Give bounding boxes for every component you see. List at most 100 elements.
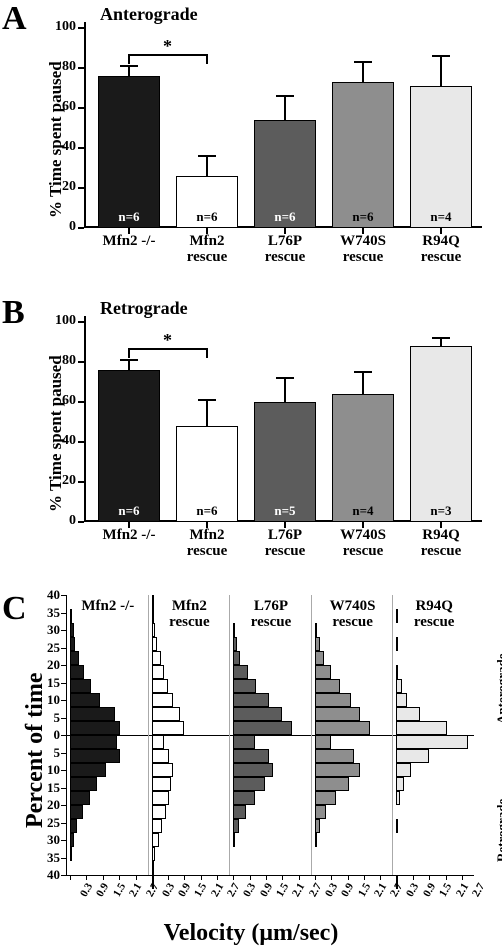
hist-bar-ret	[152, 805, 166, 819]
hist-bar-ret	[70, 763, 106, 777]
hist-bar-ret	[233, 805, 246, 819]
hist-bar-ret	[396, 791, 400, 805]
xlabel-rescue: rescue	[247, 250, 323, 266]
group-separator	[311, 595, 312, 875]
panel-letter-a: A	[2, 0, 27, 38]
c-xtick-label: 0.9	[421, 881, 438, 899]
ytick	[78, 401, 84, 403]
bar	[332, 82, 394, 228]
hist-bar-ret	[152, 819, 163, 833]
xlabel: R94Q	[403, 234, 479, 250]
hist-bar-ant	[70, 623, 74, 637]
c-ytick-label: 40	[32, 587, 60, 603]
panel-a-chart: 020406080100n=6n=6n=6n=6n=4*	[84, 28, 482, 228]
xlabel-rescue: rescue	[169, 250, 245, 266]
c-xtick-label: 1.5	[111, 881, 128, 899]
hist-bar-ret	[152, 847, 156, 861]
errorcap	[120, 65, 138, 67]
hist-bar-ret	[70, 819, 77, 833]
hist-bar-ret	[152, 763, 173, 777]
hist-bar-ant	[396, 693, 407, 707]
c-ytick-label: 40	[32, 867, 60, 883]
xlabel-rescue: rescue	[325, 544, 401, 560]
hist-bar-ant	[315, 651, 324, 665]
right-retrograde: Retrograde	[494, 799, 502, 862]
c-xtick-label: 0.9	[339, 881, 356, 899]
panel-c-chart: 0551010151520202525303035354040Mfn2 -/-0…	[66, 595, 474, 875]
hist-bar-ret	[396, 749, 428, 763]
c-group-label: W740S rescue	[315, 599, 391, 631]
hist-bar-ant	[152, 609, 154, 623]
n-label: n=6	[98, 209, 160, 225]
xlabel-rescue: rescue	[403, 250, 479, 266]
hist-bar-ret	[152, 735, 165, 749]
hist-bar-ret	[315, 763, 360, 777]
hist-bar-ant	[396, 679, 401, 693]
c-xtick-label: 0.9	[258, 881, 275, 899]
hist-bar-ant	[396, 665, 398, 679]
c-xtick-label: 2.7	[307, 881, 324, 899]
errorbar	[362, 372, 364, 394]
errorbar	[440, 338, 442, 346]
bar	[410, 86, 472, 228]
n-label: n=6	[98, 503, 160, 519]
xlabel: Mfn2 -/-	[91, 528, 167, 544]
hist-bar-ant	[233, 651, 240, 665]
xlabel: Mfn2 -/-	[91, 234, 167, 250]
hist-bar-ret	[233, 749, 269, 763]
c-xaxis	[66, 875, 474, 876]
hist-bar-ret	[396, 735, 468, 749]
errorcap	[354, 61, 372, 63]
c-group-label: Mfn2 -/-	[70, 599, 146, 615]
hist-bar-ant	[396, 609, 398, 623]
c-yaxis	[66, 595, 67, 875]
hist-bar-ant	[315, 721, 370, 735]
hist-bar-ant	[315, 679, 340, 693]
panel-a-title: Anterograde	[100, 4, 198, 25]
panel-c-xlabel: Velocity (μm/sec)	[0, 920, 502, 947]
errorcap	[198, 399, 216, 401]
hist-bar-ant	[233, 623, 235, 637]
errorbar	[206, 156, 208, 176]
bar	[98, 370, 160, 522]
errorcap	[276, 95, 294, 97]
hist-bar-ret	[70, 805, 83, 819]
hist-bar-ant	[152, 595, 154, 609]
sig-star: *	[163, 330, 172, 351]
hist-bar-ret	[70, 833, 74, 847]
hist-bar-ant	[233, 637, 237, 651]
c-xtick-label: 0.9	[176, 881, 193, 899]
hist-bar-ant	[152, 693, 173, 707]
hist-bar-ret	[70, 749, 120, 763]
c-xtick-label: 2.1	[290, 881, 307, 899]
xlabel: L76P	[247, 234, 323, 250]
hist-bar-ant	[70, 707, 115, 721]
ytick-label: 0	[42, 219, 76, 235]
hist-bar-ret	[396, 819, 398, 833]
hist-bar-ant	[315, 623, 317, 637]
hist-bar-ret	[315, 735, 331, 749]
hist-bar-ret	[315, 777, 349, 791]
c-xtick-label: 2.1	[372, 881, 389, 899]
c-xtick-label: 0.9	[94, 881, 111, 899]
hist-bar-ret	[70, 777, 97, 791]
errorbar	[128, 66, 130, 76]
hist-bar-ret	[70, 847, 72, 861]
hist-bar-ant	[315, 665, 331, 679]
ytick	[78, 441, 84, 443]
c-xtick-label: 2.7	[470, 881, 487, 899]
hist-bar-ret	[233, 735, 254, 749]
ytick-label: 0	[42, 513, 76, 529]
errorcap	[198, 155, 216, 157]
hist-bar-ret	[315, 749, 354, 763]
hist-bar-ant	[152, 721, 184, 735]
hist-bar-ret	[315, 805, 326, 819]
n-label: n=6	[176, 503, 238, 519]
hist-bar-ant	[233, 679, 256, 693]
panel-c-ylabel: Percent of time	[22, 673, 49, 828]
errorcap	[276, 377, 294, 379]
bar	[98, 76, 160, 228]
xlabel-rescue: rescue	[169, 544, 245, 560]
right-anterograde: Anterograde	[494, 653, 502, 724]
hist-bar-ant	[396, 721, 446, 735]
